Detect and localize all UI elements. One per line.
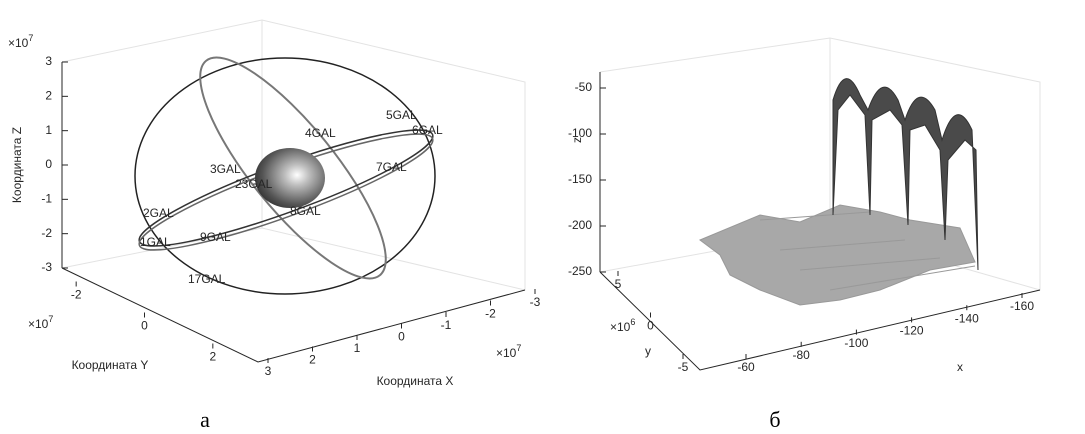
- tick-label: 3: [45, 54, 52, 68]
- satellite-label: 2GAL: [143, 206, 174, 220]
- satellite-label: 4GAL: [305, 126, 336, 140]
- tick-label: -1: [41, 192, 52, 206]
- satellite-label: 23GAL: [235, 177, 273, 191]
- tick-label: -80: [793, 348, 811, 362]
- tick-label: 3: [265, 364, 272, 378]
- tick-label: -50: [575, 80, 593, 94]
- axis-exponent: ×107: [8, 33, 33, 50]
- tick-label: -60: [737, 360, 755, 374]
- exponent-base: ×10: [8, 36, 29, 50]
- satellite-label: 6GAL: [412, 123, 443, 137]
- axis-label: z: [570, 137, 584, 143]
- tick-label: 0: [647, 319, 654, 333]
- tick-label: 2: [45, 89, 52, 103]
- tick-label: -200: [568, 218, 592, 232]
- tick-label: -250: [568, 264, 592, 278]
- tick-label: 2: [309, 353, 316, 367]
- tick-label: -100: [844, 336, 868, 350]
- tick-label: -3: [41, 260, 52, 274]
- satellite-label: 3GAL: [210, 162, 241, 176]
- axis-label: y: [645, 344, 651, 358]
- satellite-label: 17GAL: [188, 272, 226, 286]
- axis-exponent: ×107: [496, 343, 521, 360]
- axis-label: Координата Y: [72, 358, 149, 372]
- tick-label: -2: [485, 307, 496, 321]
- exponent-power: 7: [28, 33, 33, 43]
- satellite-label: 8GAL: [290, 204, 321, 218]
- tick-label: -160: [1010, 299, 1034, 313]
- tick-label: 5: [615, 277, 622, 291]
- tick-label: -1: [441, 318, 452, 332]
- figure: а б -3-2-10123Координата Z×107-202Коорди…: [0, 0, 1085, 434]
- satellite-label: 5GAL: [386, 108, 417, 122]
- axis-label: Координата X: [377, 374, 454, 388]
- tick-label: -2: [71, 288, 82, 302]
- axis-exponent: ×106: [610, 317, 635, 334]
- caption: б: [769, 407, 780, 432]
- tick-label: 0: [45, 157, 52, 171]
- tick-label: -2: [41, 226, 52, 240]
- tick-label: -5: [678, 360, 689, 374]
- tick-label: -120: [900, 324, 924, 338]
- tick-label: -150: [568, 172, 592, 186]
- tick-label: 0: [398, 330, 405, 344]
- axis-exponent: ×107: [28, 314, 53, 331]
- tick-label: 1: [354, 341, 361, 355]
- satellite-label: 7GAL: [376, 160, 407, 174]
- tick-label: 0: [141, 319, 148, 333]
- satellite-label: 1GAL: [140, 235, 171, 249]
- tick-label: 1: [45, 123, 52, 137]
- axis-label: Координата Z: [10, 127, 24, 203]
- tick-label: 2: [209, 350, 216, 364]
- exponent-power: 7: [48, 314, 53, 324]
- satellite-label: 9GAL: [200, 230, 231, 244]
- exponent-base: ×10: [610, 320, 631, 334]
- exponent-base: ×10: [496, 346, 517, 360]
- exponent-power: 6: [630, 317, 635, 327]
- caption: а: [200, 407, 210, 432]
- exponent-base: ×10: [28, 317, 49, 331]
- exponent-power: 7: [516, 343, 521, 353]
- axis-label: x: [957, 360, 963, 374]
- tick-label: -140: [955, 311, 979, 325]
- tick-label: -3: [530, 295, 541, 309]
- surface: [700, 79, 978, 305]
